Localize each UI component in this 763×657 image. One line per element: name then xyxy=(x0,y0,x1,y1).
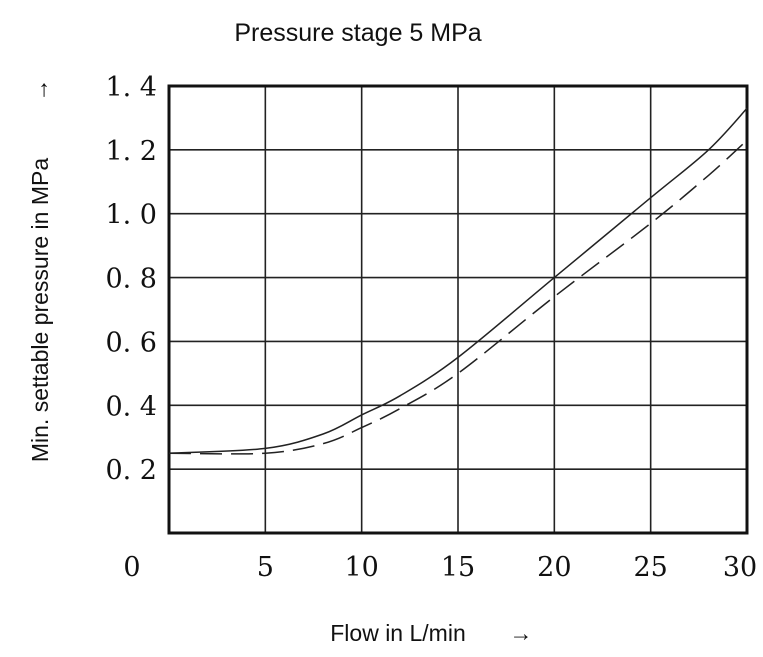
plot-frame xyxy=(167,84,749,535)
x-axis-label: Flow in L/min xyxy=(330,620,465,646)
x-axis-arrow-icon: → xyxy=(510,620,533,646)
y-tick-label: 0. 2 xyxy=(105,455,157,486)
series-line-dashed xyxy=(168,139,748,455)
series-group xyxy=(168,107,748,455)
chart-grid xyxy=(169,86,747,533)
chart-title: Pressure stage 5 MPa xyxy=(234,19,481,47)
y-tick-label: 1. 0 xyxy=(105,200,157,231)
x-tick-label: 0 xyxy=(123,552,140,583)
series-line-solid xyxy=(168,107,748,454)
y-axis-arrow-icon: → xyxy=(27,79,53,102)
x-tick-label: 10 xyxy=(344,552,378,583)
y-tick-labels: 0. 2 0. 4 0. 6 0. 8 1. 0 1. 2 1. 4 xyxy=(105,72,157,486)
x-tick-label: 15 xyxy=(441,552,475,583)
x-tick-label: 5 xyxy=(257,552,274,583)
y-tick-label: 1. 4 xyxy=(105,72,157,103)
x-tick-label: 25 xyxy=(633,552,667,583)
y-tick-label: 0. 4 xyxy=(105,391,157,422)
x-tick-label: 30 xyxy=(723,552,757,583)
y-tick-label: 1. 2 xyxy=(105,136,157,167)
x-tick-labels: 0 5 10 15 20 25 30 xyxy=(123,552,757,583)
x-tick-label: 20 xyxy=(537,552,571,583)
y-tick-label: 0. 8 xyxy=(105,264,157,295)
y-tick-label: 0. 6 xyxy=(105,327,157,358)
y-axis-label: Min. settable pressure in MPa xyxy=(27,158,53,462)
